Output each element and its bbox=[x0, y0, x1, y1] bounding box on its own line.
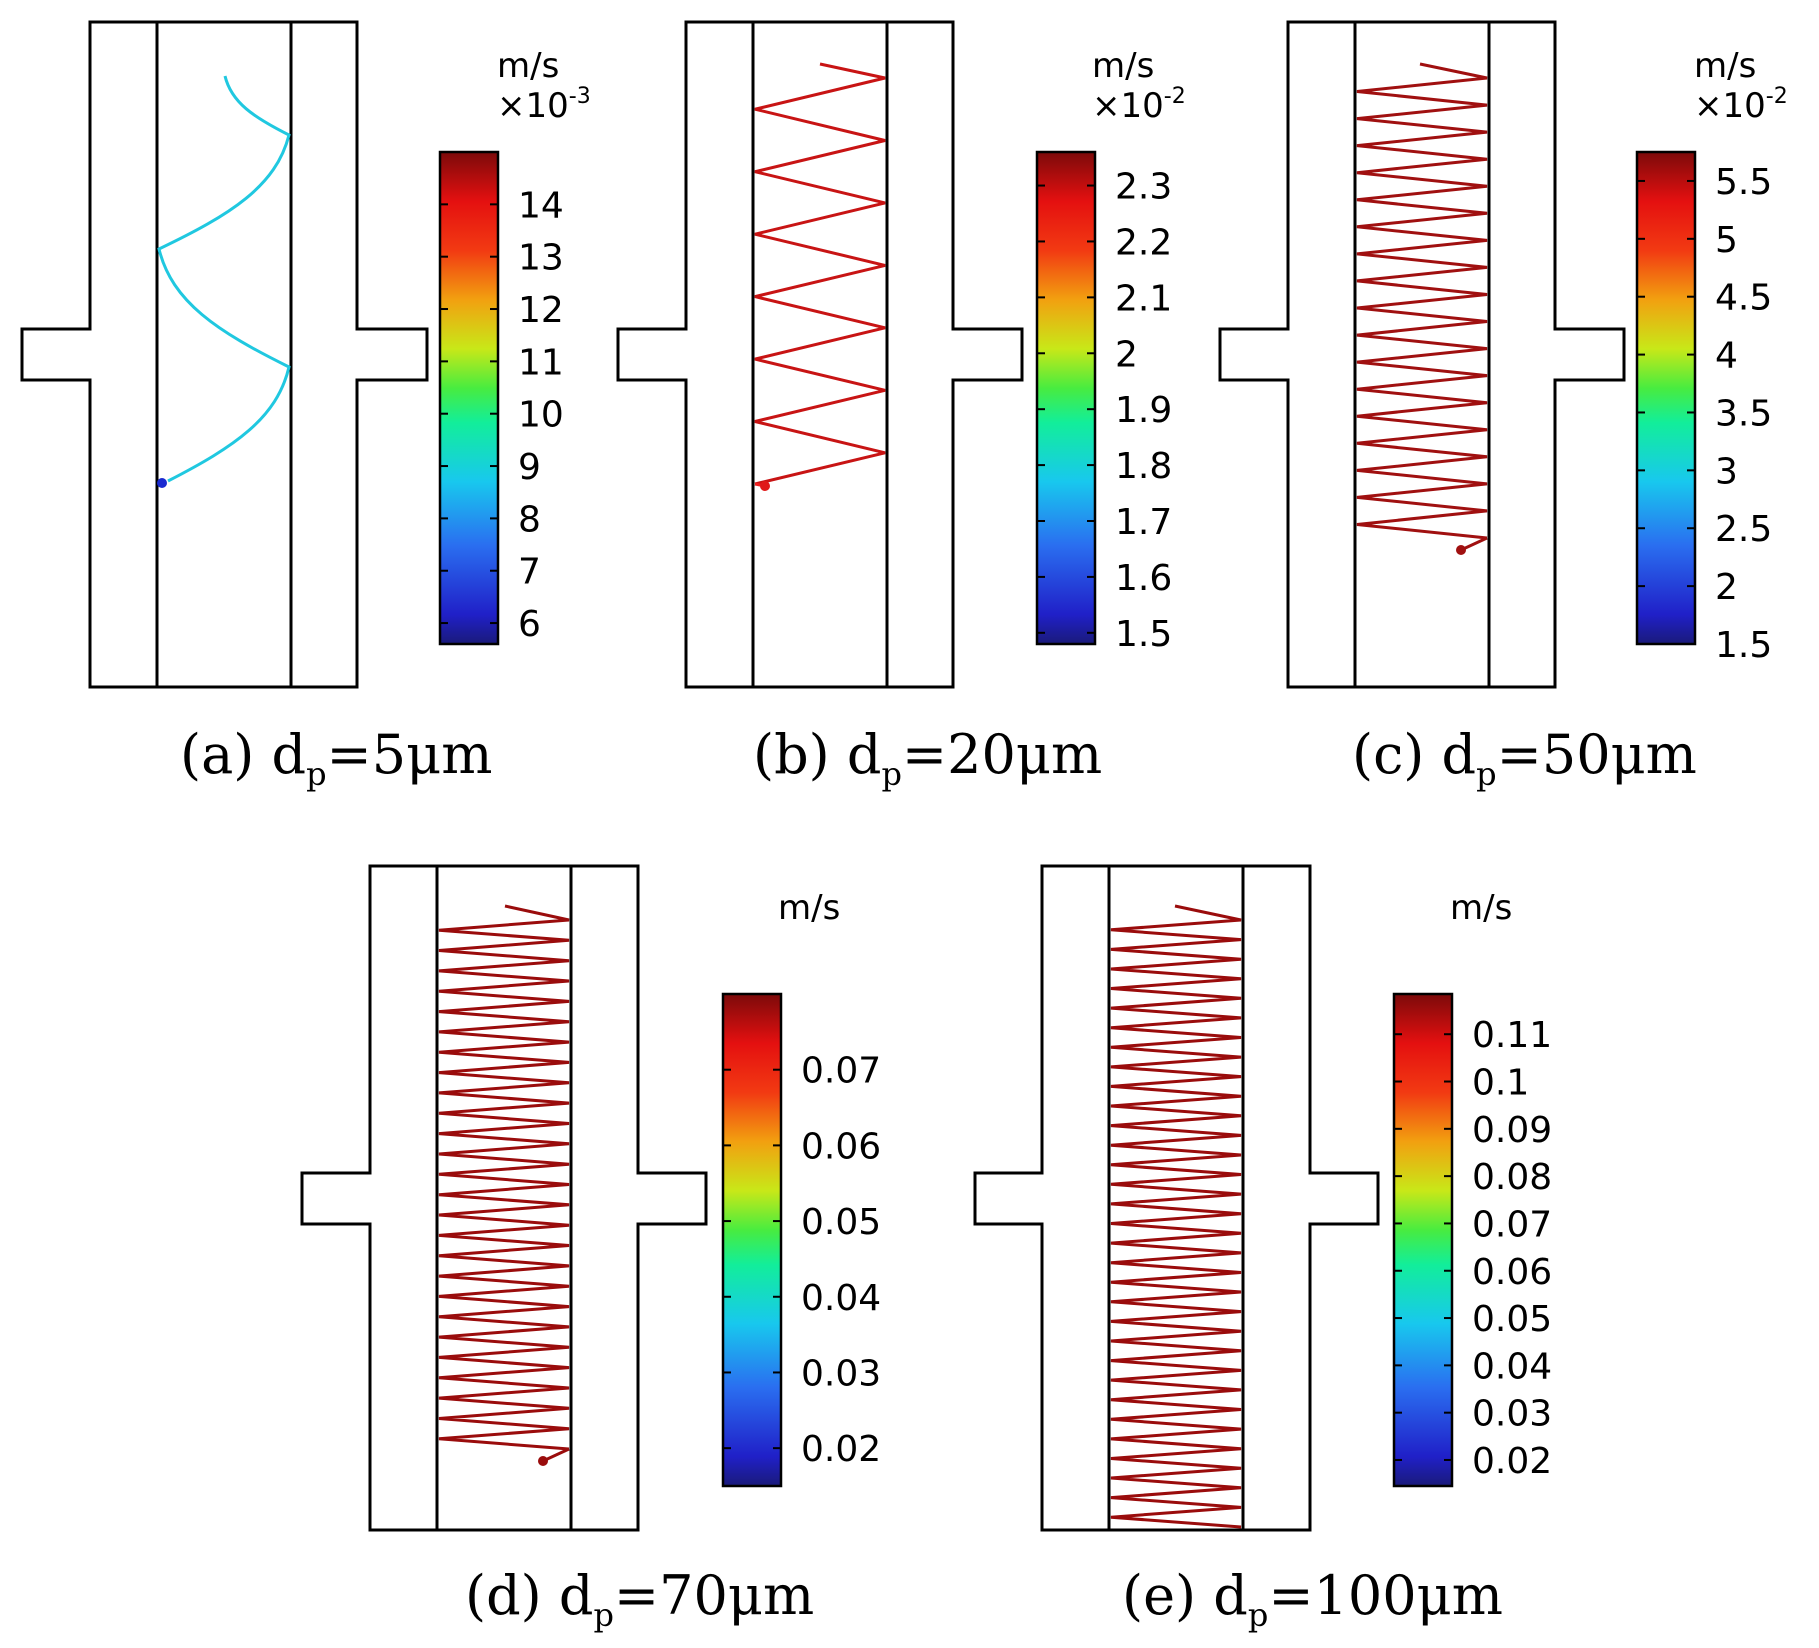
particle-marker bbox=[157, 478, 167, 488]
colorbar: m/s ×10-2 2.3 2.2 2.1 2 1.9 1.8 1.7 1.6 1.5 bbox=[1035, 46, 1186, 655]
colorbar-gradient bbox=[1035, 150, 1097, 646]
panel-caption: (d) dp=70μm bbox=[465, 1564, 814, 1634]
colorbar-tick-label: 1.5 bbox=[1115, 614, 1172, 655]
particle-marker bbox=[538, 1456, 548, 1466]
colorbar-tick-label: 8 bbox=[518, 499, 541, 540]
colorbar-tick-label: 0.07 bbox=[801, 1051, 881, 1092]
colorbar-scale: ×10-2 bbox=[1092, 84, 1186, 126]
colorbar-tick-label: 0.09 bbox=[1472, 1110, 1552, 1151]
particle-trajectory bbox=[1110, 904, 1242, 1529]
colorbar-tick-label: 0.04 bbox=[801, 1278, 881, 1319]
colorbar-tick-label: 2.1 bbox=[1115, 278, 1172, 319]
colorbar-tick-label: 9 bbox=[518, 447, 541, 488]
particle-marker bbox=[760, 481, 770, 491]
trajectory-path bbox=[157, 75, 291, 483]
particle-trajectory bbox=[1356, 62, 1488, 555]
colorbar-tick-label: 0.08 bbox=[1472, 1157, 1552, 1198]
colorbar-unit: m/s bbox=[497, 46, 559, 86]
trajectory-path bbox=[1110, 904, 1242, 1529]
trajectory-path bbox=[754, 62, 886, 486]
colorbar-tick-label: 0.06 bbox=[801, 1126, 881, 1167]
panel-c: m/s ×10-2 5.5 5 4.5 4 3.5 3 2.5 2 1.5 (c) dp=50μ… bbox=[1218, 20, 1788, 793]
colorbar: m/s ×10-3 14 13 12 11 10 9 8 7 6 bbox=[438, 46, 591, 646]
colorbar-tick-label: 10 bbox=[518, 395, 564, 436]
colorbar-tick-label: 3 bbox=[1715, 451, 1738, 492]
colorbar-tick-label: 0.03 bbox=[1472, 1394, 1552, 1435]
colorbar: m/s 0.11 0.1 0.09 0.08 0.07 0.06 0.05 0.04 0.03 0… bbox=[1392, 888, 1552, 1488]
colorbar: m/s ×10-2 5.5 5 4.5 4 3.5 3 2.5 2 1.5 bbox=[1635, 46, 1788, 666]
colorbar-gradient bbox=[438, 150, 500, 646]
colorbar-tick-label: 0.05 bbox=[1472, 1299, 1552, 1340]
colorbar-tick-label: 4 bbox=[1715, 336, 1738, 377]
colorbar-tick-label: 6 bbox=[518, 604, 541, 645]
channel-outline bbox=[1218, 20, 1626, 689]
colorbar-tick-label: 14 bbox=[518, 185, 564, 226]
colorbar-scale: ×10-2 bbox=[1694, 84, 1788, 126]
colorbar-unit: m/s bbox=[1694, 46, 1756, 86]
panel-caption: (a) dp=5μm bbox=[180, 723, 492, 793]
channel-outline bbox=[300, 864, 708, 1532]
trajectory-path bbox=[438, 904, 570, 1451]
colorbar-tick-label: 0.07 bbox=[1472, 1204, 1552, 1245]
colorbar-tick-label: 12 bbox=[518, 290, 564, 331]
colorbar-tick-label: 1.7 bbox=[1115, 502, 1172, 543]
colorbar-tick-label: 3.5 bbox=[1715, 393, 1772, 434]
colorbar-unit: m/s bbox=[778, 888, 840, 928]
colorbar-tick-label: 0.04 bbox=[1472, 1346, 1552, 1387]
colorbar-tick-label: 2.3 bbox=[1115, 167, 1172, 208]
colorbar-unit: m/s bbox=[1450, 888, 1512, 928]
particle-marker bbox=[1456, 545, 1466, 555]
channel-outline bbox=[616, 20, 1024, 689]
colorbar-tick-label: 0.1 bbox=[1472, 1063, 1529, 1104]
colorbar-tick-label: 1.5 bbox=[1715, 625, 1772, 666]
colorbar-tick-label: 2.5 bbox=[1715, 509, 1772, 550]
colorbar-tick-label: 0.03 bbox=[801, 1353, 881, 1394]
particle-trajectory bbox=[438, 904, 570, 1466]
panel-d: m/s 0.07 0.06 0.05 0.04 0.03 0.02 (d) dp=70μm bbox=[300, 864, 881, 1634]
colorbar-tick-label: 2.2 bbox=[1115, 222, 1172, 263]
panel-caption: (c) dp=50μm bbox=[1352, 723, 1697, 793]
colorbar-tick-label: 5 bbox=[1715, 220, 1738, 261]
colorbar-tick-label: 7 bbox=[518, 552, 541, 593]
colorbar: m/s 0.07 0.06 0.05 0.04 0.03 0.02 bbox=[721, 888, 881, 1488]
colorbar-tick-label: 13 bbox=[518, 238, 564, 279]
colorbar-tick-label: 0.05 bbox=[801, 1202, 881, 1243]
channel-outline bbox=[20, 20, 429, 689]
particle-trajectory bbox=[157, 75, 291, 488]
colorbar-tick-label: 5.5 bbox=[1715, 162, 1772, 203]
colorbar-gradient bbox=[721, 992, 783, 1488]
channel-outline bbox=[973, 864, 1380, 1532]
trajectory-path bbox=[1356, 62, 1488, 540]
colorbar-tick-label: 11 bbox=[518, 342, 564, 383]
colorbar-tick-label: 0.06 bbox=[1472, 1252, 1552, 1293]
colorbar-tick-label: 0.02 bbox=[801, 1429, 881, 1470]
colorbar-tick-label: 1.8 bbox=[1115, 446, 1172, 487]
colorbar-tick-label: 0.11 bbox=[1472, 1015, 1552, 1056]
colorbar-tick-label: 1.6 bbox=[1115, 558, 1172, 599]
colorbar-gradient bbox=[1635, 150, 1697, 646]
colorbar-scale: ×10-3 bbox=[497, 84, 591, 126]
panel-e: m/s 0.11 0.1 0.09 0.08 0.07 0.06 0.05 0.04 0.03 0… bbox=[973, 864, 1552, 1634]
colorbar-tick-label: 1.9 bbox=[1115, 390, 1172, 431]
panel-caption: (b) dp=20μm bbox=[753, 723, 1102, 793]
colorbar-tick-label: 0.02 bbox=[1472, 1441, 1552, 1482]
colorbar-tick-label: 4.5 bbox=[1715, 278, 1772, 319]
panel-caption: (e) dp=100μm bbox=[1122, 1564, 1503, 1634]
colorbar-gradient bbox=[1392, 992, 1454, 1488]
panel-a: m/s ×10-3 14 13 12 11 10 9 8 7 6 (a) dp=5μm bbox=[20, 20, 591, 793]
colorbar-tick-label: 2 bbox=[1115, 334, 1138, 375]
panel-b: m/s ×10-2 2.3 2.2 2.1 2 1.9 1.8 1.7 1.6 1.5 (b) … bbox=[616, 20, 1186, 793]
colorbar-unit: m/s bbox=[1092, 46, 1154, 86]
particle-trajectory bbox=[754, 62, 886, 491]
colorbar-tick-label: 2 bbox=[1715, 567, 1738, 608]
